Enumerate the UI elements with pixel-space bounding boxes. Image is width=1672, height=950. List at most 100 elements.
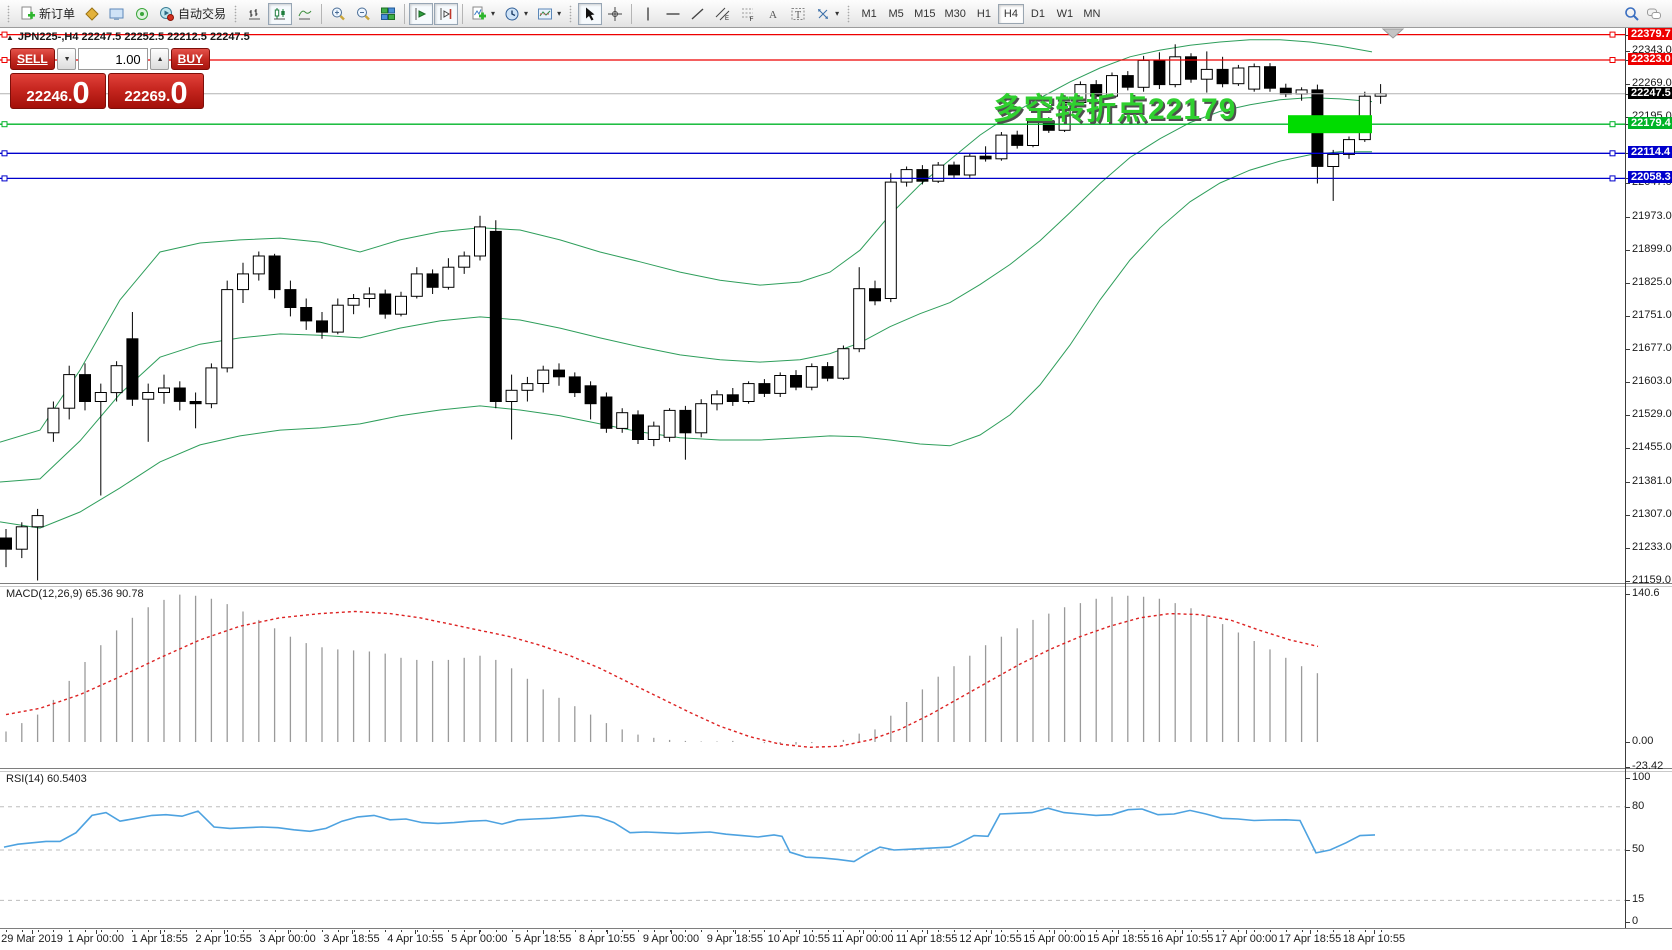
chart-shift-button[interactable] [434, 2, 459, 25]
macd-panel-canvas[interactable] [0, 585, 1625, 768]
candle-body [553, 369, 565, 378]
time-axis-minor-tick [1380, 930, 1382, 932]
timeframe-m1-button[interactable]: M1 [856, 4, 882, 24]
time-axis-minor-tick [21, 930, 23, 932]
candle-body [884, 181, 897, 300]
search-icon[interactable] [1624, 6, 1640, 22]
candle-body [79, 374, 91, 403]
toolbar-grip[interactable] [7, 4, 12, 23]
time-axis-minor-tick [37, 930, 39, 932]
candle-body [442, 266, 455, 288]
main-chart-canvas[interactable] [0, 28, 1625, 583]
line-chart-button[interactable] [293, 3, 317, 25]
styles-button[interactable] [80, 3, 104, 25]
timeframe-m15-button[interactable]: M15 [910, 4, 939, 24]
time-axis-minor-tick [495, 930, 497, 932]
buy-price-box[interactable]: 22269. 0 [108, 73, 204, 109]
candle-body [932, 164, 945, 182]
line-handle[interactable] [1, 57, 8, 63]
line-handle[interactable] [1609, 31, 1616, 38]
market-watch-button[interactable] [105, 3, 129, 25]
rsi-panel-canvas[interactable] [0, 770, 1625, 928]
channel-button[interactable]: E [711, 3, 735, 25]
signals-button[interactable] [130, 3, 154, 25]
pivot-highlight-bar[interactable] [1288, 115, 1372, 134]
rsi-indicator-label: RSI(14) 60.5403 [6, 773, 87, 785]
toolbar-grip[interactable] [234, 4, 240, 23]
timeframe-h1-button[interactable]: H1 [971, 4, 997, 24]
axis-tick [1625, 806, 1630, 808]
time-axis[interactable]: 29 Mar 2019 1 Apr 00:00 1 Apr 18:55 2 Apr 1… [0, 930, 1672, 950]
tile-windows-button[interactable] [376, 3, 400, 25]
time-axis-label: 12 Apr 10:55 [959, 933, 1022, 945]
time-axis-tick [798, 930, 800, 934]
line-handle[interactable] [1, 31, 8, 38]
toolbar-grip[interactable] [569, 4, 575, 23]
zoom-in-icon [332, 7, 345, 20]
fibonacci-button[interactable]: F [736, 3, 760, 25]
horizontal-line-button[interactable] [661, 3, 685, 25]
volume-down-button[interactable]: ▼ [56, 48, 76, 70]
triangle-marker[interactable] [1381, 28, 1405, 39]
time-axis-tick [1373, 930, 1375, 934]
line-handle[interactable] [1, 175, 8, 182]
timeframe-m5-button[interactable]: M5 [883, 4, 909, 24]
candle-body [616, 412, 629, 429]
line-handle[interactable] [1609, 57, 1616, 63]
candle-body [805, 366, 818, 388]
candle-body [1185, 56, 1197, 80]
timeframe-w1-button[interactable]: W1 [1052, 4, 1078, 24]
bar-chart-button[interactable] [243, 3, 267, 25]
sell-button[interactable]: SELL [10, 48, 55, 70]
time-axis-minor-tick [401, 930, 402, 932]
cursor-button[interactable] [578, 2, 603, 25]
vertical-line-button[interactable] [636, 3, 660, 25]
line-handle[interactable] [1609, 121, 1616, 128]
trendline-button[interactable] [686, 3, 710, 25]
line-handle[interactable] [1609, 175, 1616, 182]
periods-button[interactable]: ▾ [500, 3, 532, 25]
axis-tick [1625, 124, 1630, 126]
zoom-in-button[interactable] [326, 3, 350, 25]
chart-collapse-icon[interactable]: ▲ [6, 32, 14, 42]
new-order-label: 新订单 [39, 7, 76, 21]
timeframe-m30-button[interactable]: M30 [941, 4, 970, 24]
line-handle[interactable] [1, 150, 8, 157]
auto-scroll-button[interactable] [409, 2, 434, 25]
text-label-button[interactable]: T [786, 3, 810, 25]
new-order-icon [21, 6, 35, 19]
zoom-out-button[interactable] [351, 3, 375, 25]
timeframe-h4-button[interactable]: H4 [997, 3, 1024, 24]
sell-price-box[interactable]: 22246. 0 [10, 73, 106, 109]
periods-clock-icon [505, 7, 519, 20]
price-axis-label: 0.00 [1632, 735, 1654, 747]
line-handle[interactable] [1, 121, 8, 128]
toolbar-grip[interactable] [847, 4, 853, 23]
time-axis-minor-tick [922, 930, 924, 932]
line-handle[interactable] [1609, 150, 1616, 157]
indicators-button[interactable]: ▾ [467, 3, 499, 25]
candle-body [458, 255, 471, 268]
panel-separator[interactable] [0, 583, 1672, 587]
crosshair-button[interactable] [603, 3, 627, 25]
volume-up-button[interactable]: ▲ [149, 48, 169, 70]
buy-button[interactable]: BUY [170, 48, 211, 70]
timeframe-mn-button[interactable]: MN [1079, 4, 1105, 24]
timeframe-d1-button[interactable]: D1 [1025, 4, 1051, 24]
candle-body [948, 164, 960, 176]
templates-button[interactable]: ▾ [533, 3, 565, 25]
candle-body [1327, 153, 1340, 168]
arrows-button[interactable]: ▾ [811, 3, 843, 25]
auto-trading-button[interactable]: 自动交易 [155, 3, 230, 25]
chat-icon[interactable] [1646, 6, 1662, 22]
pivot-annotation-text[interactable]: 多空转折点22179 [993, 93, 1237, 126]
volume-input[interactable] [77, 48, 148, 70]
candlestick-chart-button[interactable] [268, 2, 293, 25]
price-axis-label: 21381.0 [1632, 474, 1672, 487]
text-button[interactable]: A [761, 3, 785, 25]
new-order-button[interactable]: 新订单 [16, 3, 79, 25]
price-flag-22179.4: 22179.4 [1628, 117, 1672, 130]
time-axis-label: 17 Apr 00:00 [1214, 933, 1278, 945]
panel-separator[interactable] [0, 768, 1672, 772]
time-axis-minor-tick [322, 930, 323, 932]
